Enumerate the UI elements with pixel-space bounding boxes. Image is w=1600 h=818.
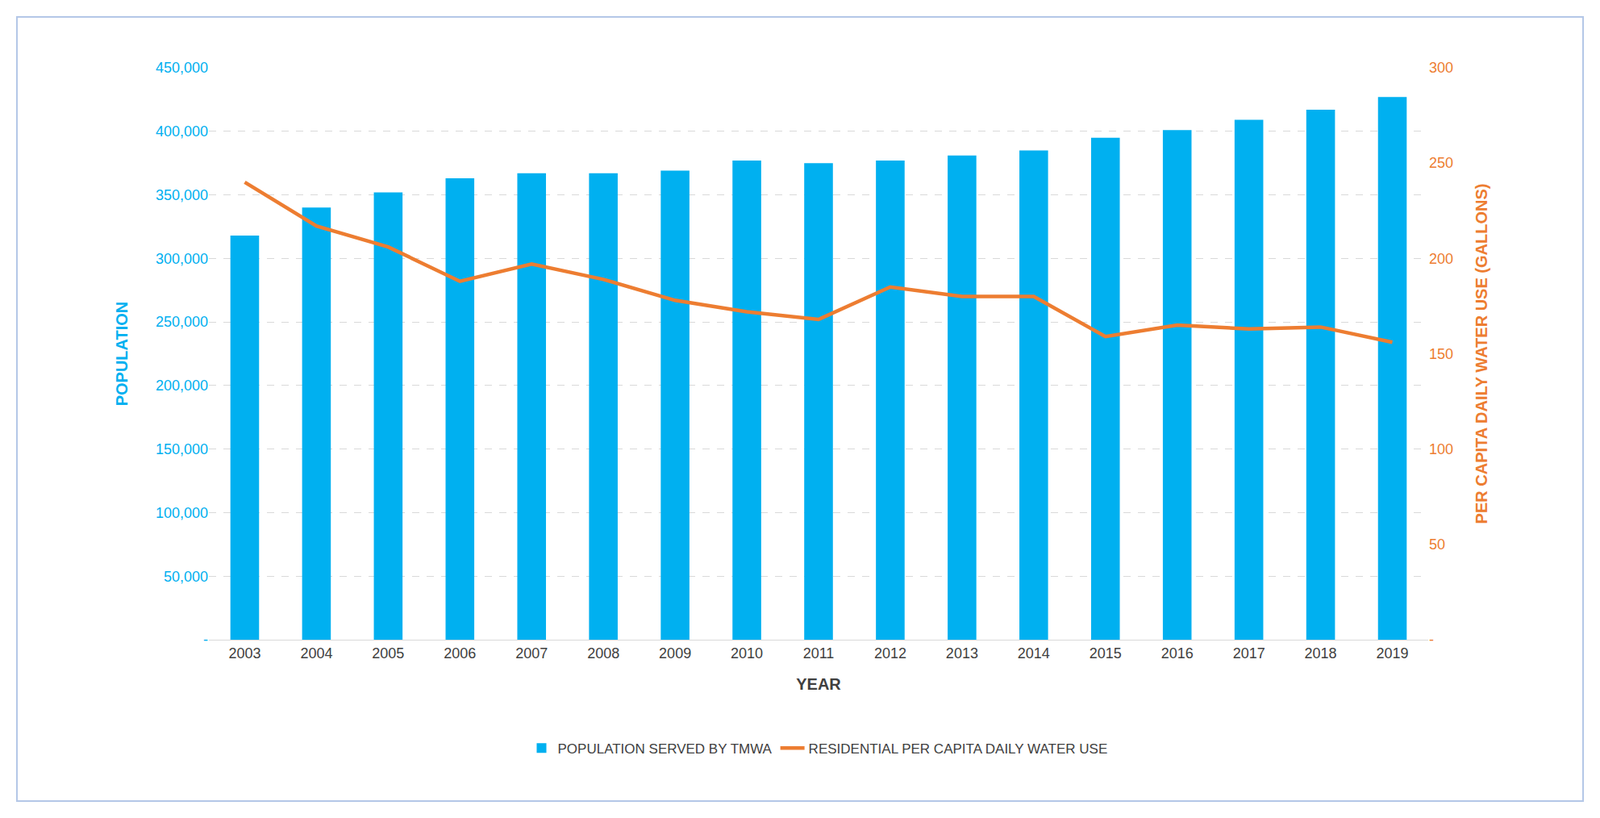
svg-text:150: 150: [1429, 345, 1454, 363]
svg-text:400,000: 400,000: [155, 123, 209, 140]
svg-text:2019: 2019: [1376, 645, 1409, 662]
svg-text:100: 100: [1429, 441, 1454, 458]
svg-text:-: -: [1429, 631, 1434, 648]
svg-text:100,000: 100,000: [155, 504, 209, 521]
svg-text:-: -: [203, 631, 209, 648]
svg-text:2003: 2003: [228, 645, 261, 662]
svg-text:200,000: 200,000: [155, 377, 209, 394]
svg-text:2009: 2009: [658, 645, 692, 662]
svg-text:50: 50: [1429, 536, 1446, 553]
svg-text:2007: 2007: [515, 645, 548, 662]
svg-text:POPULATION SERVED BY TMWA: POPULATION SERVED BY TMWA: [558, 741, 773, 757]
svg-text:2005: 2005: [371, 645, 405, 662]
svg-text:250: 250: [1429, 154, 1454, 171]
svg-text:2011: 2011: [803, 645, 835, 662]
svg-text:150,000: 150,000: [155, 441, 209, 458]
svg-text:2014: 2014: [1017, 645, 1050, 662]
svg-text:2008: 2008: [587, 645, 620, 662]
svg-text:2018: 2018: [1304, 645, 1338, 662]
svg-text:POPULATION: POPULATION: [112, 301, 131, 407]
svg-text:2015: 2015: [1089, 645, 1122, 662]
svg-text:250,000: 250,000: [155, 313, 209, 330]
svg-text:RESIDENTIAL PER CAPITA DAILY W: RESIDENTIAL PER CAPITA DAILY WATER USE: [808, 741, 1109, 757]
svg-text:2006: 2006: [443, 645, 476, 662]
svg-text:450,000: 450,000: [155, 59, 209, 76]
svg-text:300: 300: [1429, 59, 1454, 76]
svg-text:2016: 2016: [1161, 645, 1194, 662]
svg-text:350,000: 350,000: [155, 187, 209, 204]
svg-text:YEAR: YEAR: [795, 675, 842, 693]
svg-text:2013: 2013: [945, 645, 979, 662]
svg-text:200: 200: [1429, 250, 1454, 267]
svg-text:50,000: 50,000: [163, 568, 209, 585]
svg-text:300,000: 300,000: [155, 250, 209, 267]
svg-text:2004: 2004: [300, 645, 333, 662]
svg-text:2012: 2012: [874, 645, 907, 662]
svg-text:2010: 2010: [730, 645, 763, 662]
svg-text:2017: 2017: [1233, 645, 1266, 662]
svg-text:PER CAPITA DAILY WATER USE (GA: PER CAPITA DAILY WATER USE (GALLONS): [1472, 183, 1491, 525]
